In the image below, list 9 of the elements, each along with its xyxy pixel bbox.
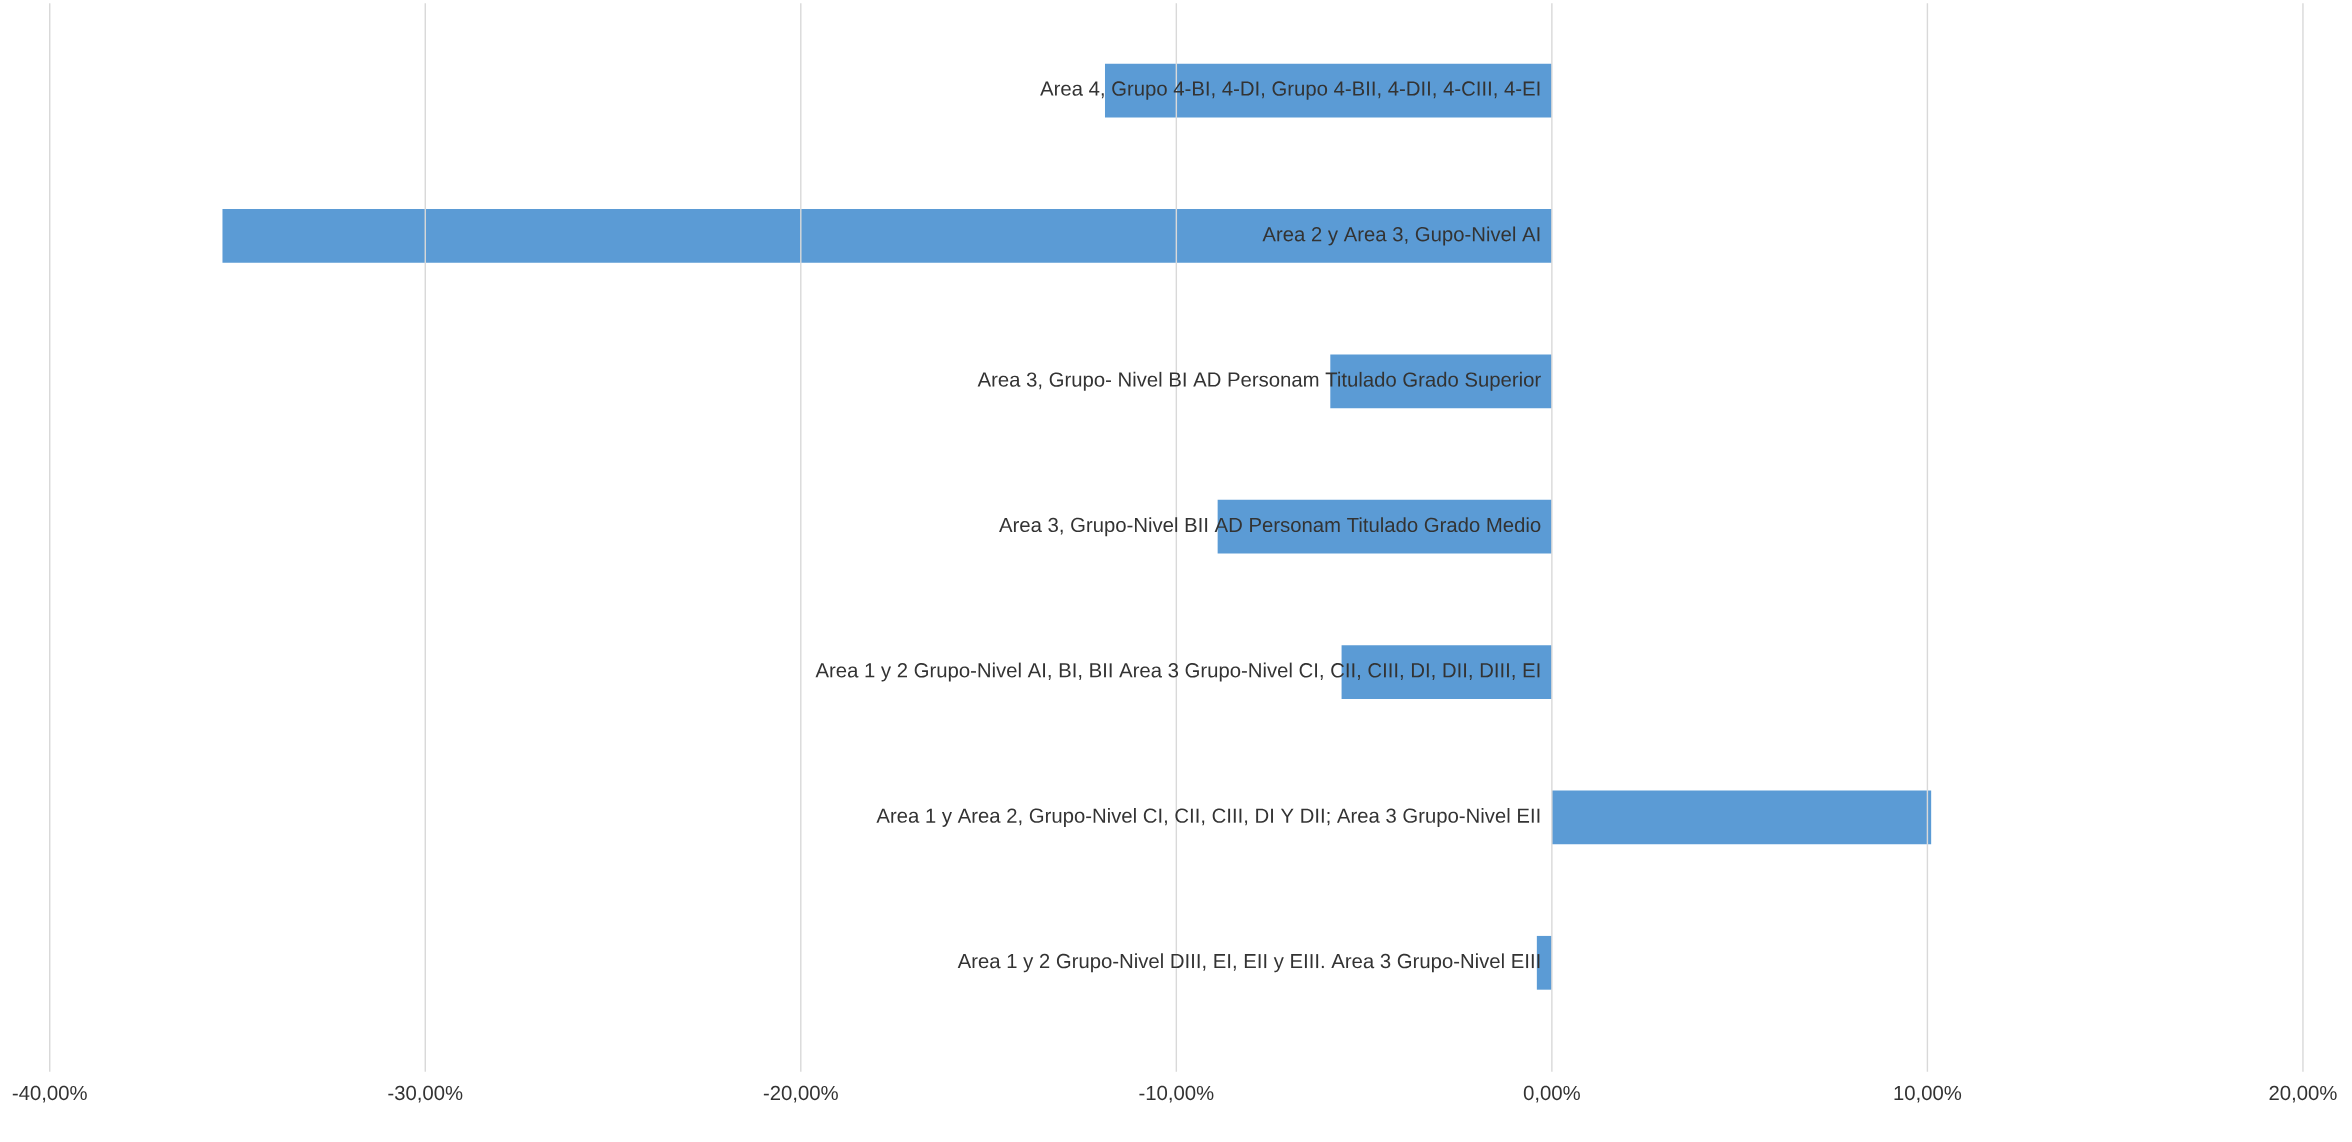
- y-tick-label: Area 2 y Area 3, Gupo-Nivel AI: [1262, 226, 1540, 246]
- x-tick-label: -10,00%: [1139, 1085, 1214, 1103]
- x-tick-label: 10,00%: [1894, 1085, 1962, 1103]
- x-tick-label: -20,00%: [763, 1085, 838, 1103]
- x-tick-label: -40,00%: [12, 1085, 87, 1103]
- x-tick-label: -30,00%: [388, 1085, 463, 1103]
- x-tick-label: 0,00%: [1523, 1085, 1580, 1103]
- y-tick-label: Area 1 y Area 2, Grupo-Nivel CI, CII, CIII, DI Y DII; Area 3 Grupo-Nivel EII: [876, 807, 1540, 827]
- x-tick-label: 20,00%: [2269, 1085, 2337, 1103]
